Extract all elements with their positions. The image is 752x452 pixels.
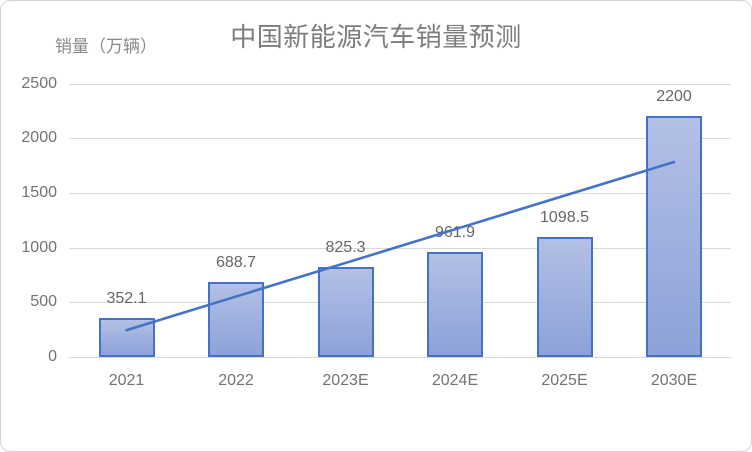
bar-2023E: [317, 266, 374, 357]
bar-2030E: [646, 116, 702, 357]
gridline-2000: [69, 138, 731, 140]
y-tick-label: 1500: [21, 183, 57, 201]
x-tick-label-2030E: 2030E: [650, 372, 698, 389]
x-tick-label-2023E: 2023E: [322, 372, 369, 389]
bar-2021: [98, 318, 155, 357]
data-label-2030E: 2200: [656, 88, 692, 106]
y-tick-label: 2000: [21, 129, 57, 147]
y-tick-label: 500: [30, 293, 57, 311]
bar-2022: [208, 281, 264, 357]
y-tick-label: 0: [48, 348, 57, 365]
bar-2024E: [427, 251, 483, 357]
data-label-2022: 688.7: [215, 253, 257, 271]
data-label-2021: 352.1: [106, 290, 147, 308]
gridline-1500: [69, 192, 731, 194]
chart-title: 中国新能源汽车销量预测: [230, 22, 522, 52]
gridline-2500: [69, 83, 731, 85]
y-tick-label: 2500: [21, 74, 57, 92]
bar-2025E: [536, 236, 593, 357]
x-tick-label-2021: 2021: [108, 372, 145, 389]
y-axis-title: 销量（万辆）: [55, 37, 157, 56]
x-tick-label-2024E: 2024E: [431, 372, 479, 389]
x-tick-label-2022: 2022: [218, 372, 254, 389]
x-axis-line: [69, 357, 731, 358]
data-label-2023E: 825.3: [325, 238, 366, 256]
data-label-2024E: 961.9: [434, 223, 476, 241]
data-label-2025E: 1098.5: [540, 208, 589, 226]
gridline-1000: [69, 247, 731, 249]
y-tick-label: 1000: [21, 238, 57, 256]
x-tick-label-2025E: 2025E: [541, 372, 588, 389]
